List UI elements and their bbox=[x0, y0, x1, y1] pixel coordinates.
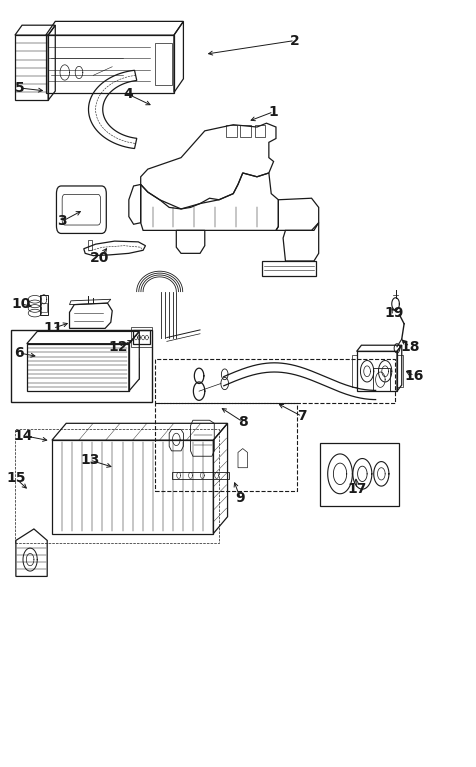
Text: 6: 6 bbox=[14, 346, 23, 360]
Text: 15: 15 bbox=[6, 472, 26, 486]
Text: 10: 10 bbox=[11, 297, 30, 311]
Text: 2: 2 bbox=[290, 34, 300, 48]
Text: 12: 12 bbox=[109, 340, 128, 354]
Text: 11: 11 bbox=[43, 321, 63, 335]
Text: 9: 9 bbox=[236, 492, 245, 505]
Text: 16: 16 bbox=[405, 369, 424, 383]
Text: 5: 5 bbox=[15, 81, 25, 95]
Text: 17: 17 bbox=[347, 482, 367, 496]
Text: 19: 19 bbox=[385, 306, 404, 320]
Text: 7: 7 bbox=[297, 410, 307, 423]
Text: 8: 8 bbox=[238, 415, 248, 429]
Text: 14: 14 bbox=[14, 429, 33, 443]
Text: 20: 20 bbox=[90, 251, 109, 265]
Text: 1: 1 bbox=[269, 105, 278, 119]
Text: 3: 3 bbox=[58, 214, 67, 229]
Text: 4: 4 bbox=[123, 87, 133, 101]
Text: 18: 18 bbox=[400, 340, 419, 354]
Text: 13: 13 bbox=[80, 453, 99, 467]
